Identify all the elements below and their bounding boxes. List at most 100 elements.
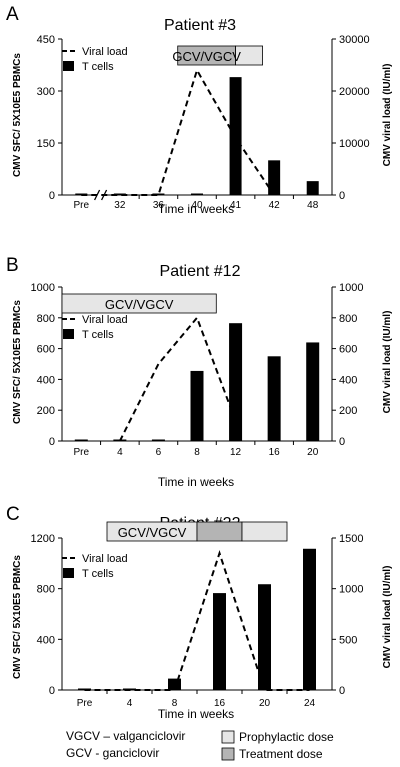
y-tick-label: 150 — [37, 138, 55, 150]
panel-letter-b: B — [6, 255, 19, 276]
tcell-bar — [190, 370, 204, 441]
y-tick-label: 0 — [49, 685, 55, 697]
y-tick-label: 800 — [37, 584, 55, 596]
viral-load-line — [84, 549, 310, 691]
x-tick-label: 4 — [117, 447, 123, 458]
x-tick-label: 48 — [307, 200, 319, 211]
tcell-bar — [306, 342, 320, 441]
y2-tick-label: 400 — [339, 374, 357, 386]
dosing-bar-label: GCV/VGCV — [118, 525, 187, 540]
x-tick-label: 8 — [194, 447, 200, 458]
x-tick-label: 42 — [269, 200, 281, 211]
tcell-bar — [151, 439, 165, 441]
tcell-bar — [191, 193, 203, 195]
y2-tick-label: 500 — [339, 634, 357, 646]
y-tick-label: 400 — [37, 634, 55, 646]
tcell-bar — [258, 584, 271, 690]
x-tick-label: 20 — [307, 447, 319, 458]
chart-title-a: Patient #3 — [164, 17, 236, 34]
panel-letter-a: A — [6, 4, 19, 25]
legend-viral-load-label: Viral load — [82, 46, 128, 58]
legend-viral-load-label: Viral load — [82, 314, 128, 326]
x-tick-label: Pre — [74, 447, 90, 458]
y2-tick-label: 0 — [339, 436, 345, 448]
tcell-bar — [267, 356, 281, 441]
x-tick-label: 41 — [230, 200, 242, 211]
y2-tick-label: 200 — [339, 405, 357, 417]
x-tick-label: 16 — [214, 698, 226, 709]
x-tick-label: 36 — [153, 200, 165, 211]
panel-c: C Patient #22 Time in weeks CMV SFC/ 5X1… — [6, 504, 393, 721]
treatment-swatch — [221, 747, 235, 761]
viral-load-line — [118, 315, 237, 442]
legend-tcell-swatch — [63, 329, 74, 339]
abbrev-gcv: GCV - ganciclovir — [66, 746, 159, 760]
y2-tick-label: 30000 — [339, 34, 370, 46]
dosing-bar-prophylactic — [235, 45, 263, 66]
x-axis-label-a: Time in weeks — [158, 202, 234, 216]
legend-tcell-label: T cells — [82, 61, 114, 73]
prophylactic-label: Prophylactic dose — [239, 730, 334, 744]
y2-tick-label: 1000 — [339, 282, 363, 294]
tcell-bar — [213, 593, 226, 690]
treatment-label: Treatment dose — [239, 747, 323, 761]
x-tick-label: Pre — [74, 200, 90, 211]
tcell-bar — [152, 193, 165, 195]
tcell-bar — [74, 439, 88, 441]
panel-b: B Patient #12 Time in weeks CMV SFC/ 5X1… — [6, 255, 393, 489]
dosing-bar-treatment — [196, 521, 243, 542]
abbrev-vgcv: VGCV – valganciclovir — [66, 729, 185, 743]
panel-letter-c: C — [6, 504, 20, 525]
legend-tcell-swatch — [63, 568, 74, 578]
y2-tick-label: 800 — [339, 313, 357, 325]
panel-a: A Patient #3 Time in weeks CMV SFC/ 5X10… — [6, 4, 393, 216]
dosing-bar-prophylactic — [61, 293, 217, 314]
x-tick-label: 4 — [127, 698, 133, 709]
y-tick-label: 600 — [37, 344, 55, 356]
y-axis-label-b: CMV SFC/ 5X10E5 PBMCs — [12, 300, 23, 424]
x-tick-label: 20 — [259, 698, 271, 709]
tcell-bar — [168, 678, 181, 690]
tcell-bar — [303, 548, 316, 690]
x-tick-label: 16 — [269, 447, 281, 458]
y2-tick-label: 0 — [339, 190, 345, 202]
dosing-bar-prophylactic — [241, 521, 288, 542]
x-tick-label: 6 — [156, 447, 162, 458]
x-tick-label: Pre — [77, 698, 93, 709]
y2-tick-label: 20000 — [339, 86, 370, 98]
legend-viral-load-label: Viral load — [82, 553, 128, 565]
y-tick-label: 0 — [49, 436, 55, 448]
y-tick-label: 0 — [49, 190, 55, 202]
y2-tick-label: 10000 — [339, 138, 370, 150]
y-axis-label-a: CMV SFC/ 5X10E5 PBMCs — [12, 53, 23, 177]
dosing-bar-label: GCV/VGCV — [172, 49, 241, 64]
axis-break-gap — [95, 189, 106, 201]
y-tick-label: 300 — [37, 86, 55, 98]
legend-tcell-label: T cells — [82, 568, 114, 580]
tcell-bar — [306, 181, 319, 195]
y-tick-label: 450 — [37, 34, 55, 46]
y-tick-label: 1000 — [31, 282, 55, 294]
viral-load-line — [81, 67, 275, 196]
tcell-bar — [229, 323, 243, 441]
y-tick-label: 1200 — [31, 533, 55, 545]
x-tick-label: 12 — [230, 447, 242, 458]
x-axis-label-b: Time in weeks — [158, 475, 234, 489]
legend-tcell-swatch — [63, 61, 74, 71]
chart-title-b: Patient #12 — [160, 263, 241, 280]
tcell-bar — [268, 160, 281, 195]
y2-axis-label-b: CMV viral load (IU/ml) — [382, 311, 393, 414]
y-tick-label: 800 — [37, 313, 55, 325]
x-tick-label: 40 — [191, 200, 203, 211]
x-tick-label: 24 — [304, 698, 316, 709]
figure-footer-legend: VGCV – valganciclovir GCV - ganciclovir … — [66, 729, 334, 761]
y2-tick-label: 0 — [339, 685, 345, 697]
y2-axis-label-a: CMV viral load (IU/ml) — [382, 64, 393, 167]
x-tick-label: 32 — [114, 200, 126, 211]
x-axis-label-c: Time in weeks — [158, 707, 234, 721]
prophylactic-swatch — [221, 730, 235, 744]
y-axis-label-c: CMV SFC/ 5X10E5 PBMCs — [12, 555, 23, 679]
y2-axis-label-c: CMV viral load (IU/ml) — [382, 566, 393, 669]
y2-tick-label: 1500 — [339, 533, 363, 545]
